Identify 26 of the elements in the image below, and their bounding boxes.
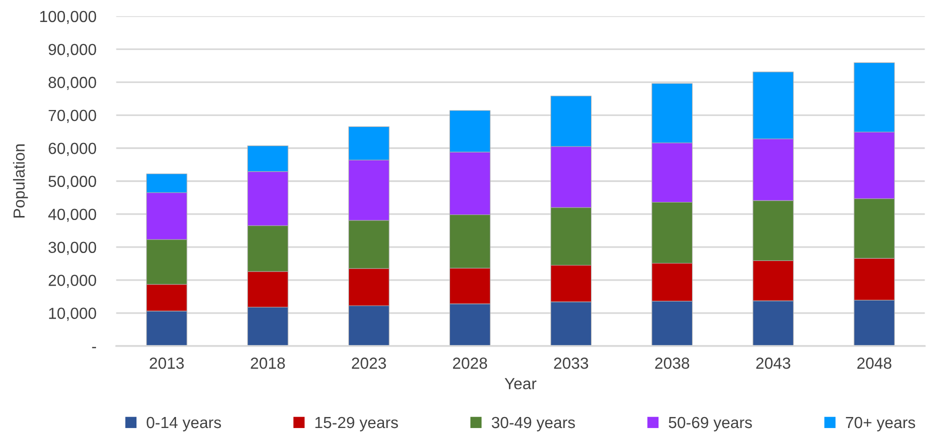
legend-label: 30-49 years	[492, 416, 575, 432]
y-tick-label: 90,000	[48, 44, 96, 58]
y-tick-label: 80,000	[48, 76, 96, 90]
y-tick-label: 50,000	[48, 176, 96, 189]
legend-label: 70+ years	[846, 416, 916, 432]
x-tick-label: 2038	[655, 358, 690, 369]
y-axis-title: Population	[13, 144, 28, 218]
x-tick-label: 2023	[352, 358, 386, 369]
x-tick-label: 2043	[756, 358, 790, 369]
x-tick-label: 2018	[250, 358, 285, 369]
y-tick-label: 100,000	[40, 10, 96, 24]
legend-label: 50-69 years	[668, 416, 752, 432]
x-tick-label: 2033	[554, 358, 588, 369]
y-tick-label: 40,000	[48, 208, 96, 222]
legend-label: 0-14 years	[146, 416, 221, 432]
x-axis-title: Year	[504, 378, 536, 390]
legend-label: 15-29 years	[315, 416, 398, 432]
y-tick-label: -	[92, 346, 96, 348]
y-tick-label: 60,000	[48, 142, 96, 156]
y-tick-label: 10,000	[49, 308, 96, 321]
y-tick-label: 30,000	[48, 242, 96, 255]
y-tick-label: 70,000	[48, 110, 96, 123]
x-tick-label: 2048	[857, 358, 892, 369]
x-tick-label: 2013	[150, 358, 184, 369]
x-tick-label: 2028	[453, 358, 488, 369]
y-tick-label: 20,000	[48, 274, 96, 288]
